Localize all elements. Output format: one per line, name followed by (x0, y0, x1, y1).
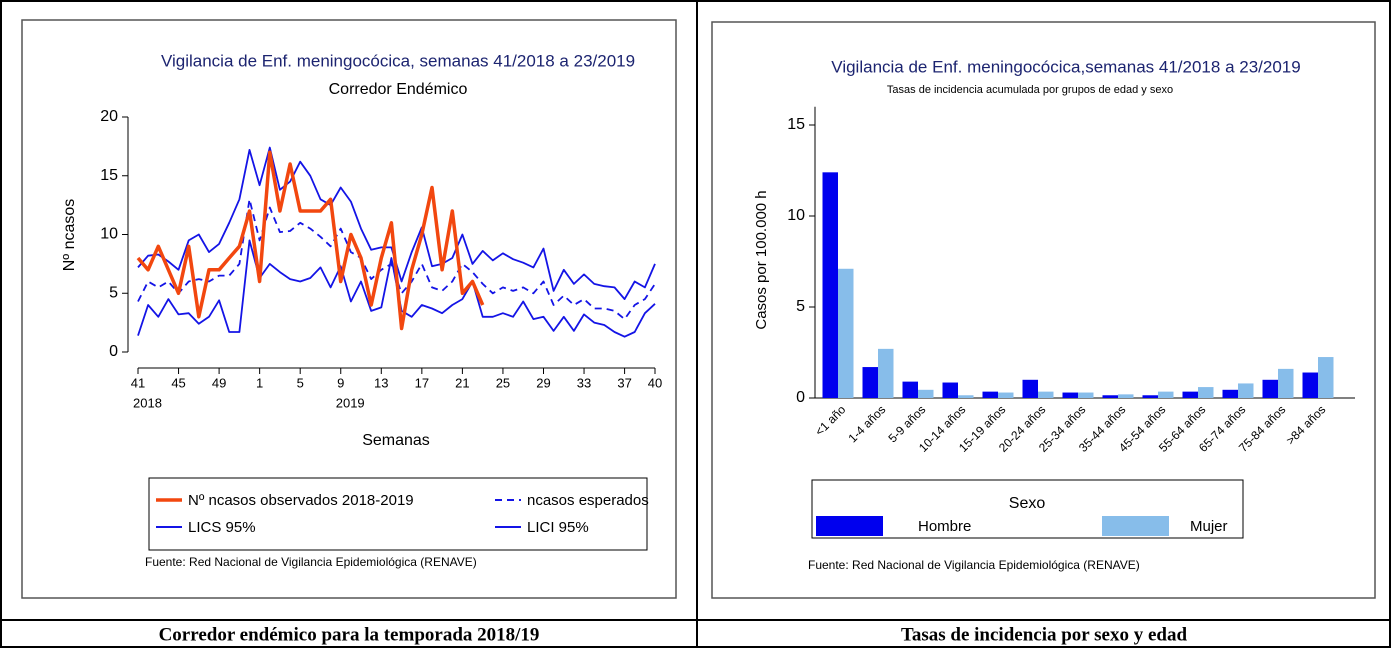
chart-title: Vigilancia de Enf. meningocócica, semana… (161, 51, 635, 70)
x-tick-label: 13 (374, 375, 388, 390)
y-tick-label: 0 (109, 343, 118, 360)
y-axis-label: Nº ncasos (61, 199, 78, 272)
bar (1142, 395, 1158, 398)
legend-label: ncasos esperados (527, 492, 649, 509)
x-tick-label: 9 (337, 375, 344, 390)
bar (1022, 379, 1038, 398)
x-tick-label: 21 (455, 375, 469, 390)
x-axis-label: Semanas (362, 432, 430, 449)
legend-label: LICS 95% (188, 519, 256, 536)
bar (942, 382, 958, 398)
bar (1182, 391, 1198, 398)
x-tick-label: 25 (496, 375, 510, 390)
x-tick-label: 33 (577, 375, 591, 390)
y-tick-label: 10 (787, 207, 805, 224)
year-label: 2019 (336, 395, 365, 410)
y-tick-label: 20 (100, 108, 118, 125)
bar (838, 268, 854, 398)
legend-title: Sexo (1009, 495, 1046, 512)
y-tick-label: 15 (100, 167, 118, 184)
y-tick-label: 5 (109, 284, 118, 301)
year-label: 2018 (133, 395, 162, 410)
series-line (137, 198, 656, 320)
bar (878, 348, 894, 398)
y-axis-label: Casos por 100.000 h (753, 190, 770, 329)
bar (1038, 391, 1054, 398)
bar (902, 381, 918, 398)
chart-frame (21, 19, 677, 599)
x-tick-label: 41 (131, 375, 145, 390)
bar (1238, 383, 1254, 398)
x-tick-label: 37 (617, 375, 631, 390)
bar (982, 391, 998, 398)
bar (1102, 395, 1118, 398)
y-tick-label: 10 (100, 226, 118, 243)
legend-label: Mujer (1190, 518, 1228, 535)
bar (1262, 379, 1278, 398)
x-tick-label: 49 (212, 375, 226, 390)
source-note: Fuente: Red Nacional de Vigilancia Epide… (808, 558, 1140, 572)
series-line (136, 150, 485, 331)
x-tick-label: 5 (297, 375, 304, 390)
bar (1198, 387, 1214, 398)
x-tick-label: 1 (256, 375, 263, 390)
x-tick-label: 17 (415, 375, 429, 390)
chart-subtitle: Corredor Endémico (329, 81, 468, 98)
chart-subtitle: Tasas de incidencia acumulada por grupos… (887, 84, 1173, 96)
legend-swatch (1102, 516, 1169, 536)
y-tick-label: 0 (796, 389, 805, 406)
legend-label: Hombre (918, 518, 971, 535)
bar (918, 389, 934, 398)
source-note: Fuente: Red Nacional de Vigilancia Epide… (145, 555, 477, 569)
x-tick-label: 45 (171, 375, 185, 390)
bar (1078, 392, 1094, 398)
x-tick-label: 40 (648, 375, 662, 390)
bar (822, 172, 838, 398)
bar (1302, 372, 1318, 398)
legend-label: LICI 95% (527, 519, 589, 536)
bar (998, 392, 1014, 398)
legend-swatch (816, 516, 883, 536)
bar (1118, 394, 1134, 398)
x-tick-label: 29 (536, 375, 550, 390)
chart-title: Vigilancia de Enf. meningocócica,semanas… (831, 57, 1300, 76)
bar (1318, 357, 1334, 398)
legend-box (148, 477, 648, 551)
y-tick-label: 15 (787, 116, 805, 133)
y-tick-label: 5 (796, 298, 805, 315)
bar (1158, 391, 1174, 398)
bar (862, 367, 878, 398)
bar (1222, 389, 1238, 398)
bar (1278, 368, 1294, 398)
bar (1062, 392, 1078, 398)
legend-label: Nº ncasos observados 2018-2019 (188, 492, 414, 509)
caption: Corredor endémico para la temporada 2018… (159, 624, 540, 645)
legend-box (811, 479, 1244, 539)
caption: Tasas de incidencia por sexo y edad (901, 624, 1188, 645)
bar (958, 395, 974, 398)
